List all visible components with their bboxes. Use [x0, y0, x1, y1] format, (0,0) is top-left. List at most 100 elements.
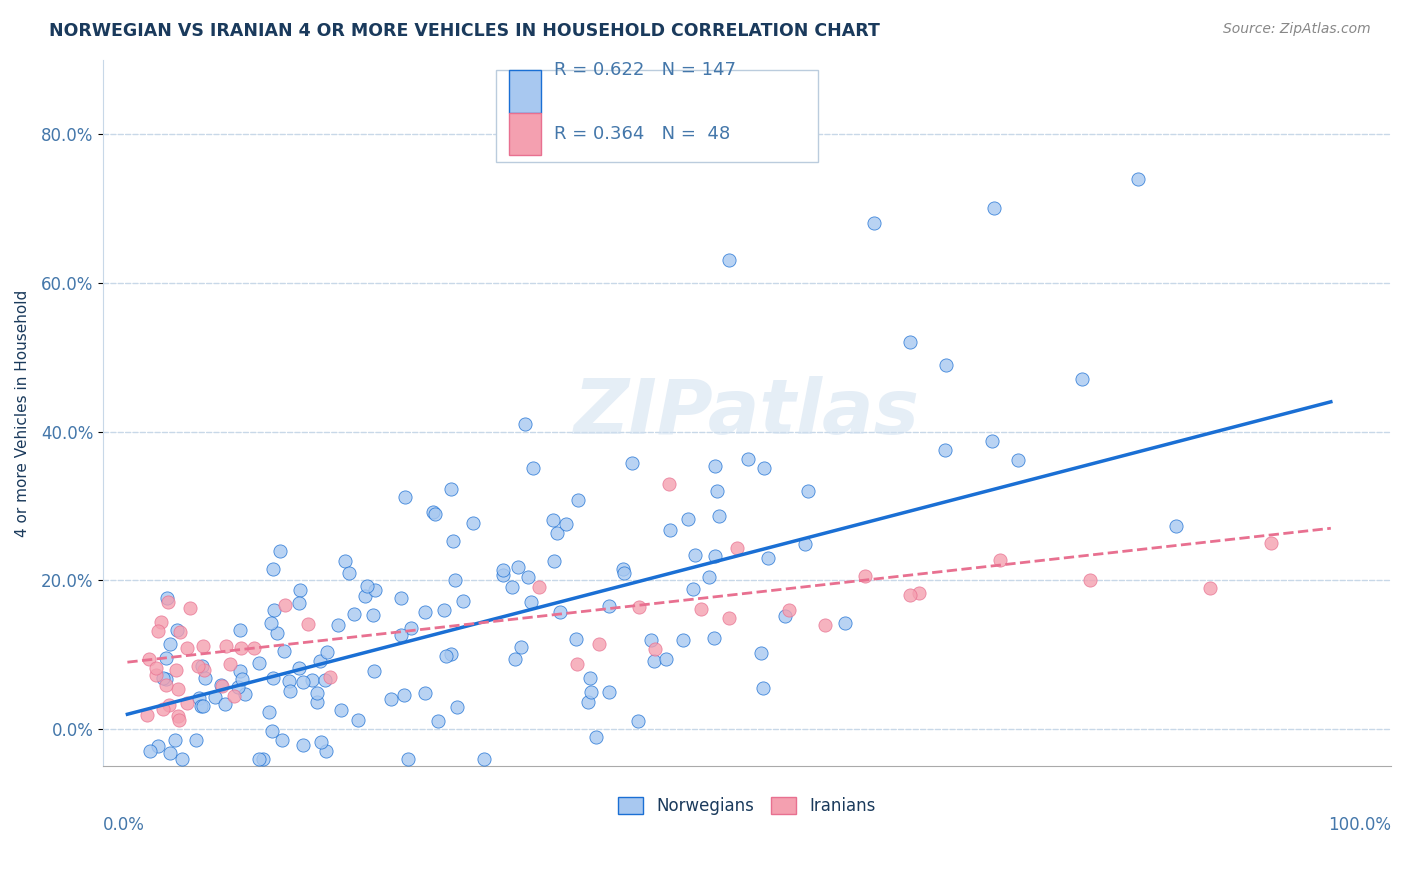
Point — [555, 516, 578, 531]
Point — [319, 670, 342, 684]
Point — [644, 642, 666, 657]
Point — [257, 705, 280, 719]
Point — [756, 550, 779, 565]
Y-axis label: 4 or more Vehicles in Household: 4 or more Vehicles in Household — [15, 289, 30, 537]
Point — [186, 659, 208, 673]
Point — [492, 567, 515, 582]
Point — [898, 588, 921, 602]
Point — [215, 640, 238, 654]
Point — [167, 713, 190, 727]
Point — [520, 595, 543, 609]
Point — [643, 654, 665, 668]
Point — [159, 746, 181, 760]
Point — [394, 490, 416, 504]
Point — [156, 591, 179, 606]
Point — [612, 562, 634, 576]
Point — [433, 603, 456, 617]
Point — [981, 434, 1004, 448]
Point — [434, 649, 457, 664]
Point — [309, 735, 332, 749]
Text: ZIPatlas: ZIPatlas — [574, 376, 920, 450]
Point — [138, 651, 160, 665]
Point — [346, 713, 368, 727]
Text: R = 0.364   N =  48: R = 0.364 N = 48 — [554, 125, 730, 143]
Point — [380, 691, 402, 706]
Point — [672, 633, 695, 648]
Point — [262, 562, 284, 576]
Point — [546, 526, 568, 541]
Point — [292, 675, 315, 690]
Point — [187, 690, 209, 705]
Point — [567, 493, 589, 508]
Point — [260, 615, 283, 630]
Point — [186, 733, 208, 747]
Point — [588, 637, 610, 651]
Point — [214, 698, 236, 712]
Text: NORWEGIAN VS IRANIAN 4 OR MORE VEHICLES IN HOUSEHOLD CORRELATION CHART: NORWEGIAN VS IRANIAN 4 OR MORE VEHICLES … — [49, 22, 880, 40]
Point — [541, 513, 564, 527]
Point — [155, 672, 177, 686]
Point — [472, 752, 495, 766]
Point — [640, 633, 662, 648]
Point — [613, 566, 636, 580]
Point — [422, 505, 444, 519]
Point — [814, 618, 837, 632]
Point — [316, 644, 339, 658]
Point — [515, 417, 537, 431]
Point — [751, 646, 773, 660]
Point — [579, 671, 602, 685]
Legend: Norwegians, Iranians: Norwegians, Iranians — [612, 790, 883, 822]
Point — [492, 563, 515, 577]
Point — [190, 659, 212, 673]
Point — [1128, 171, 1150, 186]
Point — [898, 335, 921, 350]
Point — [166, 709, 188, 723]
Point — [1007, 453, 1029, 467]
Text: 0.0%: 0.0% — [103, 816, 145, 834]
Point — [361, 608, 384, 623]
Point — [243, 640, 266, 655]
Point — [211, 678, 233, 692]
Point — [155, 678, 177, 692]
Point — [451, 594, 474, 608]
Point — [440, 647, 463, 661]
Point — [389, 591, 412, 605]
FancyBboxPatch shape — [509, 112, 541, 155]
Point — [935, 358, 957, 372]
Point — [297, 616, 319, 631]
Point — [228, 623, 250, 637]
Point — [262, 671, 284, 685]
Point — [543, 554, 565, 568]
Point — [204, 690, 226, 704]
Point — [266, 626, 288, 640]
Point — [598, 599, 620, 613]
Text: Source: ZipAtlas.com: Source: ZipAtlas.com — [1223, 22, 1371, 37]
Point — [834, 616, 856, 631]
Point — [330, 703, 353, 717]
Point — [1071, 372, 1094, 386]
Point — [231, 672, 253, 686]
Point — [934, 442, 956, 457]
Point — [315, 673, 337, 688]
Point — [793, 537, 815, 551]
Point — [704, 459, 727, 474]
Point — [1199, 581, 1222, 595]
Point — [219, 657, 242, 671]
Point — [908, 586, 931, 600]
Point — [291, 738, 314, 752]
Point — [501, 580, 523, 594]
Point — [211, 679, 233, 693]
Point — [699, 569, 721, 583]
Point — [627, 714, 650, 728]
Point — [548, 605, 571, 619]
Point — [585, 730, 607, 744]
Point — [280, 684, 302, 698]
Point — [233, 687, 256, 701]
Point — [307, 685, 329, 699]
Point — [797, 484, 820, 499]
Point — [654, 652, 676, 666]
Point — [252, 752, 274, 766]
Point — [155, 651, 177, 665]
Point — [703, 632, 725, 646]
Point — [564, 632, 586, 647]
